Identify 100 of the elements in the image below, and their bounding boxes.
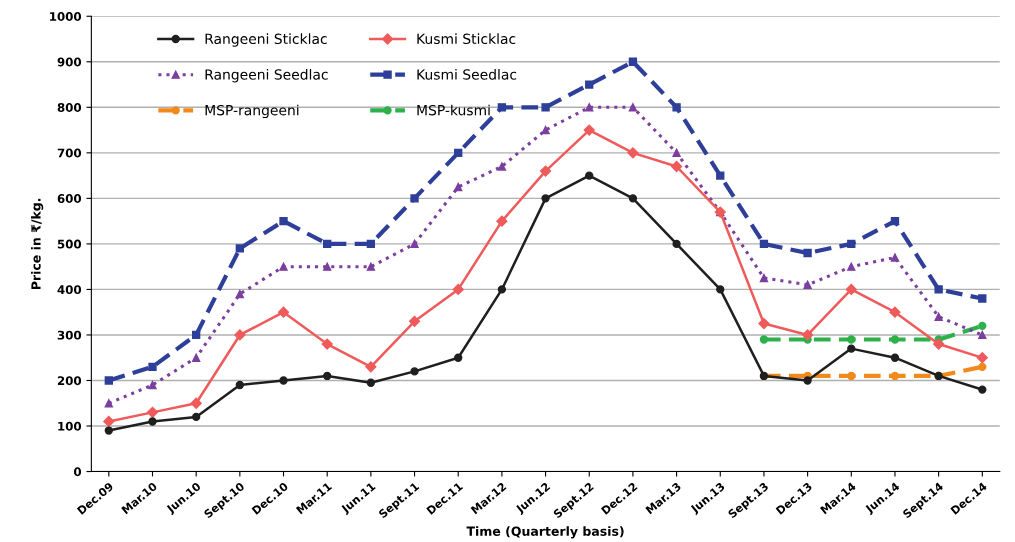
point — [541, 194, 550, 203]
point — [759, 273, 769, 283]
point — [365, 361, 377, 373]
point — [321, 338, 333, 350]
point — [802, 329, 814, 341]
point — [148, 362, 157, 371]
point — [585, 103, 594, 112]
x-axis-title: Time (Quarterly basis) — [466, 526, 624, 539]
point — [279, 216, 288, 226]
point — [670, 160, 683, 173]
y-tick-label: 0 — [73, 467, 82, 477]
point — [934, 312, 943, 321]
point — [190, 397, 202, 409]
point — [497, 285, 507, 294]
point — [847, 262, 856, 271]
point — [803, 376, 812, 385]
point — [890, 253, 900, 262]
point — [192, 330, 201, 340]
point — [235, 380, 245, 390]
y-tick-label: 1000 — [50, 11, 82, 21]
point — [104, 426, 113, 435]
point — [889, 306, 901, 318]
point — [976, 352, 988, 364]
point — [192, 353, 201, 362]
point — [410, 239, 419, 249]
point — [628, 194, 638, 203]
y-tick-label: 700 — [57, 148, 82, 158]
point — [497, 103, 507, 112]
point — [323, 371, 332, 381]
point — [497, 162, 507, 171]
point — [890, 335, 900, 344]
point — [672, 148, 681, 158]
point — [934, 285, 943, 294]
y-tick-label: 900 — [57, 57, 82, 67]
y-tick-label: 200 — [57, 376, 82, 386]
point — [103, 415, 115, 428]
point — [628, 57, 638, 66]
point — [323, 239, 332, 249]
point — [978, 330, 987, 340]
point — [978, 362, 987, 371]
point — [978, 294, 987, 303]
point — [847, 335, 856, 344]
point — [235, 289, 245, 299]
point — [452, 283, 464, 296]
y-axis-title: Price in ₹/kg. — [31, 198, 44, 290]
point — [758, 317, 770, 330]
point — [234, 329, 246, 341]
point — [104, 376, 113, 385]
point — [235, 244, 245, 253]
point — [496, 215, 508, 227]
point — [454, 182, 463, 192]
point — [847, 371, 856, 381]
point — [146, 406, 159, 418]
point — [148, 380, 157, 390]
y-tick-label: 100 — [58, 421, 82, 431]
point — [583, 124, 595, 136]
y-tick-label: 500 — [57, 239, 82, 249]
point — [759, 239, 769, 249]
point — [366, 239, 376, 249]
point — [539, 165, 552, 177]
point — [978, 385, 987, 394]
point — [759, 335, 769, 344]
point — [585, 80, 594, 89]
legend-label: Rangeeni Seedlac — [205, 68, 328, 83]
point — [672, 103, 681, 112]
point — [454, 353, 463, 362]
point — [410, 194, 419, 203]
point — [933, 338, 945, 350]
point — [366, 262, 376, 271]
point — [585, 171, 594, 180]
point — [890, 216, 900, 226]
point — [454, 148, 463, 158]
legend-label: MSP-kusmi — [417, 104, 490, 116]
y-tick-label: 800 — [57, 103, 82, 112]
legend-label: Kusmi Seedlac — [417, 68, 517, 80]
point — [890, 353, 900, 362]
point — [803, 248, 812, 258]
point — [541, 125, 550, 135]
point — [408, 315, 421, 327]
point — [277, 306, 290, 318]
point — [628, 103, 638, 112]
point — [716, 171, 725, 180]
legend-label: Kusmi Sticklac — [417, 33, 516, 45]
point — [845, 283, 857, 296]
point — [366, 378, 376, 387]
point — [627, 147, 639, 159]
point — [410, 367, 419, 376]
y-tick-label: 400 — [57, 285, 82, 295]
point — [847, 344, 856, 353]
point — [323, 262, 332, 271]
point — [978, 321, 987, 331]
point — [279, 262, 288, 271]
point — [192, 412, 201, 422]
y-tick-label: 600 — [57, 194, 82, 204]
legend-label: Rangeeni Sticklac — [205, 33, 327, 47]
point — [279, 376, 288, 385]
point — [803, 280, 812, 290]
point — [847, 239, 856, 249]
point — [672, 239, 681, 249]
point — [716, 285, 725, 294]
